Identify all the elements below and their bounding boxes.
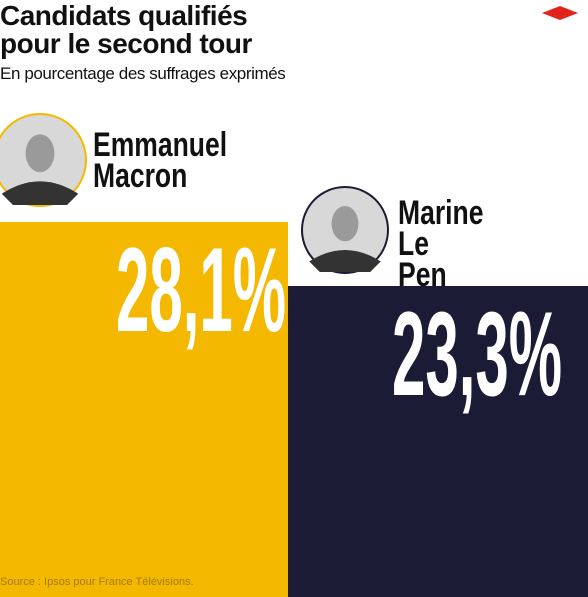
bar — [0, 221, 288, 597]
candidate-name: Marine Le Pen — [398, 194, 484, 294]
candidate-photo — [301, 186, 389, 274]
chart-title: Candidats qualifiés pour le second tour — [0, 0, 252, 59]
chart-subtitle: En pourcentage des suffrages exprimés — [0, 64, 286, 83]
value-label: 23,3% — [392, 286, 563, 421]
logo — [542, 6, 578, 20]
candidate-photo — [0, 113, 87, 207]
value-label: 28,1% — [116, 222, 287, 357]
source: Source : Ipsos pour France Télévisions. — [0, 576, 194, 588]
candidate-name: Emmanuel Macron — [93, 126, 228, 195]
bar — [288, 285, 588, 597]
